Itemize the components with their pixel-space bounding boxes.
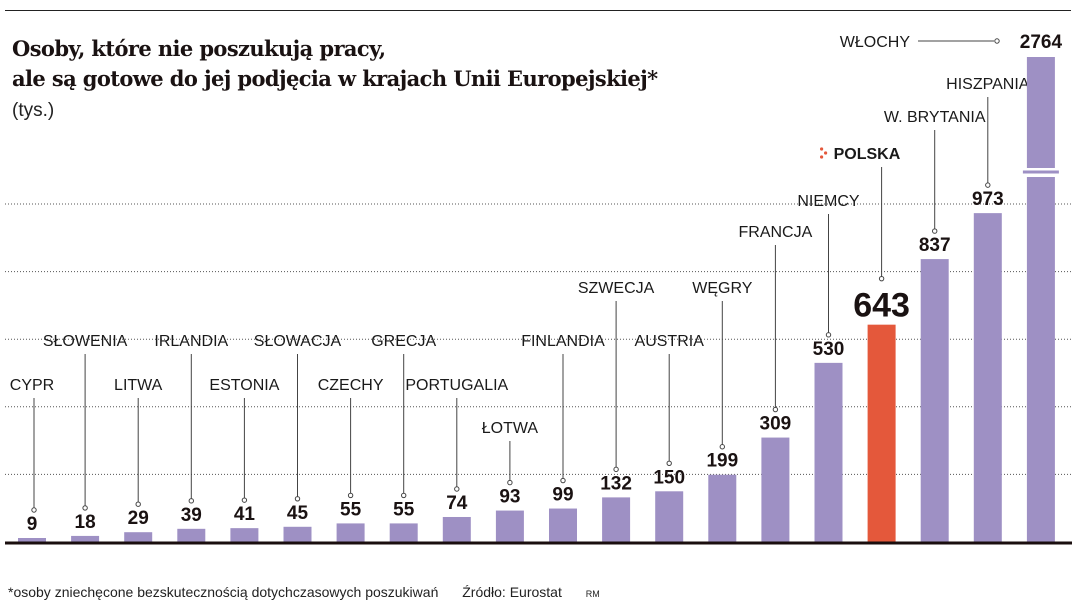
source: Źródło: Eurostat: [462, 584, 562, 600]
bar-węgry: [708, 474, 737, 542]
country-label: FINLANDIA: [521, 333, 605, 350]
bar-hiszpania: [973, 213, 1002, 542]
country-label: SŁOWENIA: [43, 333, 128, 350]
polska-marker-icon: [820, 147, 824, 151]
country-label: WĘGRY: [692, 280, 752, 297]
country-label: HISZPANIA: [946, 76, 1030, 93]
bar-cypr: [18, 538, 46, 542]
footer: *osoby zniechęcone bezskutecznością doty…: [8, 584, 620, 600]
value-label: 55: [393, 499, 415, 520]
bar-francja: [761, 437, 790, 542]
bar-czechy: [336, 523, 365, 542]
value-label: 2764: [1020, 32, 1063, 53]
value-label: 18: [75, 512, 96, 533]
value-label: 132: [600, 473, 632, 494]
leader-dot: [454, 486, 460, 492]
bar-polska: [867, 324, 896, 542]
leader-dot: [878, 275, 885, 282]
bar-finlandia: [549, 508, 577, 542]
title-line-1: Osoby, które nie poszukują pracy,: [12, 36, 386, 61]
value-label: 837: [919, 235, 951, 256]
leader-dot: [666, 460, 672, 466]
country-label: GRECJA: [371, 333, 436, 350]
leader-dot: [82, 505, 88, 511]
country-label: WŁOCHY: [840, 34, 911, 51]
bar-portugalia: [442, 516, 471, 542]
country-label: AUSTRIA: [635, 333, 705, 350]
leader-dot: [31, 507, 37, 513]
polska-marker-icon: [820, 155, 824, 159]
top-rule: [5, 10, 1071, 11]
country-label: IRLANDIA: [154, 333, 228, 350]
bar-niemcy: [814, 362, 843, 542]
leader-dot: [932, 228, 938, 234]
country-label: SŁOWACJA: [254, 333, 342, 350]
bar-słowenia: [71, 535, 100, 542]
value-label: 973: [972, 189, 1004, 210]
leader-dot: [507, 479, 513, 486]
polska-marker-icon: [824, 151, 828, 155]
value-label: 74: [446, 493, 468, 514]
country-label: CYPR: [10, 377, 54, 394]
unit-label: (tys.): [12, 100, 55, 121]
leader-dot: [560, 477, 566, 484]
value-label: 643: [853, 287, 910, 325]
bar-w. brytania: [920, 259, 949, 542]
leader-dot: [719, 444, 725, 450]
bar-austria: [655, 491, 684, 542]
leader-dot: [347, 492, 354, 499]
value-label: 530: [813, 339, 845, 360]
country-label: POLSKA: [834, 146, 901, 163]
country-label: LITWA: [114, 377, 163, 394]
value-label: 199: [706, 451, 738, 472]
bar-włochy: [1026, 57, 1055, 542]
value-label: 45: [287, 503, 309, 524]
leader-dot: [994, 38, 1000, 44]
footnote: *osoby zniechęcone bezskutecznością doty…: [8, 584, 439, 600]
value-label: 41: [234, 504, 256, 525]
leader-dot: [613, 466, 619, 473]
leader-dot: [294, 496, 301, 502]
chart-title: Osoby, które nie poszukują pracy, ale są…: [12, 34, 658, 94]
bar-szwecja: [602, 497, 631, 542]
value-label: 150: [653, 467, 685, 488]
leader-dot: [825, 332, 832, 338]
country-label: CZECHY: [318, 377, 384, 394]
bar-grecja: [389, 523, 418, 542]
bar-litwa: [124, 532, 153, 542]
country-label: ESTONIA: [209, 377, 279, 394]
country-label: ŁOTWA: [482, 420, 539, 437]
value-label: 99: [552, 485, 573, 506]
value-label: 9: [27, 514, 38, 535]
country-label: NIEMCY: [797, 193, 860, 210]
bar-irlandia: [177, 528, 206, 542]
value-label: 93: [499, 487, 520, 508]
title-line-2: ale są gotowe do jej podjęcia w krajach …: [12, 66, 658, 91]
value-label: 309: [760, 414, 792, 435]
value-label: 29: [128, 508, 149, 529]
country-label: FRANCJA: [739, 224, 813, 241]
leader-dot: [772, 406, 779, 413]
bar-słowacja: [283, 526, 312, 542]
leader-dot: [985, 182, 991, 188]
country-label: PORTUGALIA: [405, 377, 508, 394]
country-label: SZWECJA: [578, 280, 655, 297]
leader-dot: [241, 497, 248, 503]
bar-estonia: [230, 528, 259, 542]
country-label: W. BRYTANIA: [884, 109, 986, 126]
value-label: 55: [340, 499, 362, 520]
leader-dot: [188, 498, 195, 504]
leader-dot: [401, 492, 407, 499]
author: RM: [585, 589, 600, 599]
value-label: 39: [181, 505, 202, 526]
bar-łotwa: [495, 510, 524, 542]
leader-dot: [135, 501, 141, 507]
